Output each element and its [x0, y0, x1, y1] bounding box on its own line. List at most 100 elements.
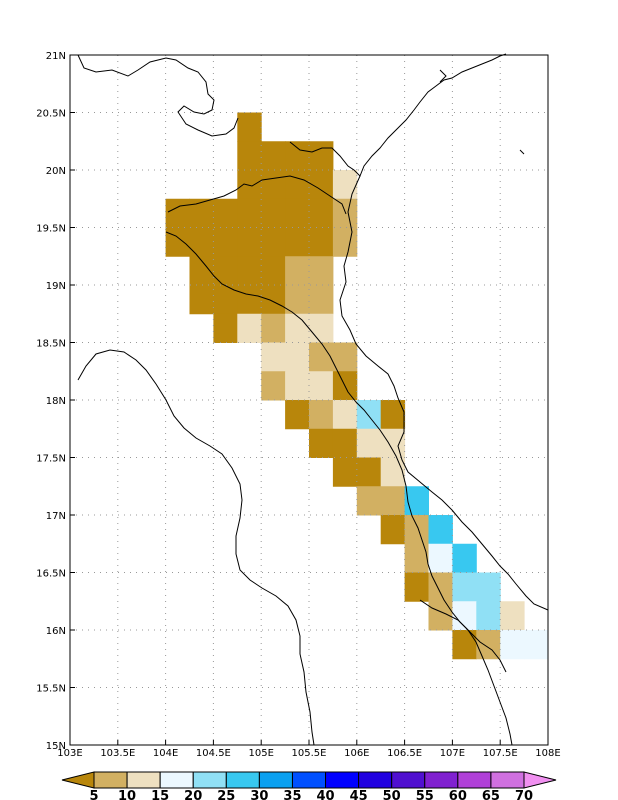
grid-cell: [237, 313, 262, 343]
colorbar-extend-low: [61, 771, 95, 789]
grid-cell: [356, 486, 382, 516]
grid-cell: [309, 313, 334, 343]
grid-cell: [309, 198, 334, 228]
lat-tick-label: 18.5N: [36, 339, 66, 350]
lat-tick-label: 17N: [46, 511, 66, 522]
coastline-gulf: [289, 53, 507, 177]
grid-cell: [452, 543, 477, 573]
grid-cell: [261, 227, 286, 257]
colorbar-box: [291, 771, 327, 789]
border-south: [419, 599, 513, 746]
colorbar-box: [325, 771, 360, 789]
grid-cell: [285, 371, 310, 401]
colorbar-level-label: 10: [118, 789, 136, 800]
border-thailand-laos: [77, 349, 315, 746]
lat-tick-label: 20N: [46, 166, 66, 177]
colorbar: 5 10 15 20 25 30 35 40 45 50 55 60 65 70: [61, 771, 557, 800]
grid-cell: [165, 227, 190, 257]
colorbar-level-label: 30: [250, 789, 268, 800]
lon-tick-label: 106.5E: [387, 748, 422, 759]
grid-cell: [309, 428, 334, 458]
colorbar-level-label: 5: [89, 789, 98, 800]
lon-tick-label: 108E: [535, 748, 560, 759]
grid-cell: [261, 342, 286, 372]
grid-cell: [404, 486, 429, 516]
colorbar-level-label: 70: [515, 789, 533, 800]
grid-cell: [356, 428, 382, 458]
colorbar-box: [424, 771, 459, 789]
grid-cell: [237, 227, 262, 257]
grid-cell: [500, 601, 525, 631]
grid-cell: [213, 227, 238, 257]
grid-cell: [285, 227, 310, 257]
grid-cell: [285, 285, 310, 315]
grid-cell: [285, 256, 310, 286]
grid-cell: [285, 198, 310, 228]
island-small: [519, 149, 525, 155]
lat-tick-label: 15.5N: [36, 684, 66, 695]
grid-cell: [476, 601, 501, 631]
grid-cell: [237, 170, 262, 200]
lat-tick-label: 19.5N: [36, 224, 66, 235]
colorbar-box: [225, 771, 260, 789]
grid-cell: [476, 572, 501, 602]
lat-tick-label: 16N: [46, 626, 66, 637]
grid-cell: [237, 112, 262, 142]
grid-cell: [285, 313, 310, 343]
colorbar-extend-high: [523, 771, 557, 789]
grid-cell: [213, 285, 238, 315]
coastline-and-borders: [77, 53, 549, 746]
lon-tick-label: 103E: [57, 748, 82, 759]
grid-cell: [332, 342, 358, 372]
grid-cell: [309, 285, 334, 315]
grid-cell: [261, 141, 286, 171]
lon-tick-label: 105.5E: [292, 748, 327, 759]
latitude-tick-labels: 15N 15.5N 16N 16.5N 17N 17.5N 18N 18.5N 19N 19.5N…: [36, 51, 75, 752]
lat-tick-label: 18N: [46, 396, 66, 407]
grid-cell: [285, 170, 310, 200]
grid-cell: [309, 141, 334, 171]
grid-cell: [404, 543, 429, 573]
grid-cell: [237, 285, 262, 315]
grid-cell: [428, 543, 453, 573]
grid-cell: [452, 630, 477, 660]
grid-cell: [380, 457, 406, 487]
lon-tick-label: 107.5E: [483, 748, 518, 759]
lat-tick-label: 19N: [46, 281, 66, 292]
grid-cell: [332, 400, 358, 430]
grid-cell: [237, 141, 262, 171]
island-north: [439, 69, 447, 83]
lon-tick-label: 104E: [153, 748, 178, 759]
grid-cell: [237, 198, 262, 228]
colorbar-level-label: 55: [416, 789, 434, 800]
grid-cell: [380, 400, 406, 430]
colorbar-box: [159, 771, 194, 789]
grid-cell: [285, 400, 310, 430]
grid-cell: [404, 515, 429, 545]
grid-cell: [261, 371, 286, 401]
grid-cell: [356, 457, 382, 487]
grid-cell: [261, 285, 286, 315]
grid-cell: [261, 170, 286, 200]
grid-cell: [380, 428, 406, 458]
colorbar-box: [258, 771, 293, 789]
lon-tick-label: 103.5E: [100, 748, 135, 759]
grid-cell: [452, 601, 477, 631]
colorbar-box: [457, 771, 492, 789]
lat-tick-label: 21N: [46, 51, 66, 62]
colorbar-level-label: 40: [316, 789, 334, 800]
longitude-tick-labels: 103E 103.5E 104E 104.5E 105E 105.5E 106E 106.5E…: [57, 740, 561, 759]
lat-tick-label: 20.5N: [36, 109, 66, 120]
grid-cell: [237, 256, 262, 286]
grid-cell: [332, 170, 358, 200]
grid-cell: [332, 457, 358, 487]
grid-cell: [309, 371, 334, 401]
colorbar-level-label: 65: [482, 789, 500, 800]
border-laos-vietnam: [165, 231, 507, 673]
colorbar-box: [358, 771, 393, 789]
dotted-gridlines: [70, 55, 548, 745]
grid-cell: [261, 198, 286, 228]
grid-cell: [213, 313, 238, 343]
colorbar-level-label: 20: [184, 789, 202, 800]
